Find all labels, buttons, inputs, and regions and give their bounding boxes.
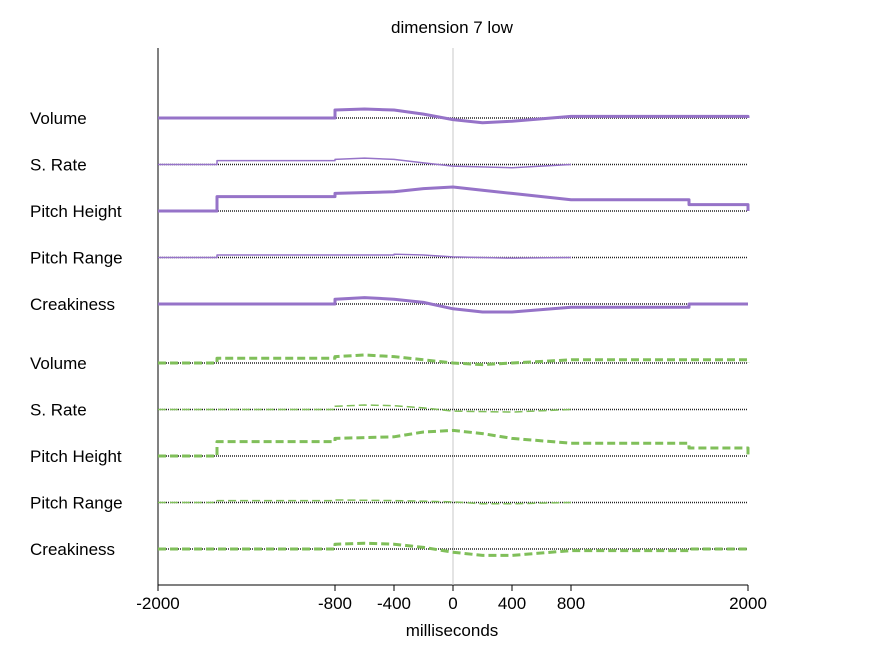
row-1-4: Creakiness [30,540,748,559]
series-line [158,428,750,458]
series-label: Pitch Range [30,249,123,268]
x-tick-label-0: -2000 [136,594,179,613]
series-label: Creakiness [30,540,115,559]
series-rows: Volume S. Rate Pitch Height Pitch Range Crea… [30,107,750,559]
x-tick-label-2: -400 [377,594,411,613]
x-axis-label: milliseconds [406,621,499,640]
series-line [158,253,572,259]
series-line [158,499,572,505]
x-ticks: -2000 -800 -400 0 400 800 2000 [136,585,767,613]
row-0-2: Pitch Height [30,185,750,221]
row-1-3: Pitch Range [30,494,748,513]
series-label: Volume [30,109,87,128]
x-tick-label-6: 2000 [729,594,767,613]
series-label: S. Rate [30,401,87,420]
row-0-0: Volume [30,107,750,128]
series-label: Volume [30,354,87,373]
series-line [158,404,572,413]
row-0-3: Pitch Range [30,249,748,268]
series-line [158,353,750,367]
x-tick-label-1: -800 [318,594,352,613]
series-label: Pitch Range [30,494,123,513]
series-line [158,157,572,169]
row-0-1: S. Rate [30,156,748,175]
series-line [158,185,750,213]
row-1-2: Pitch Height [30,428,750,466]
row-1-1: S. Rate [30,401,748,420]
x-tick-label-3: 0 [448,594,457,613]
row-1-0: Volume [30,353,750,373]
row-0-4: Creakiness [30,295,748,314]
x-tick-label-4: 400 [498,594,526,613]
series-line [158,541,748,557]
series-label: Creakiness [30,295,115,314]
chart-title: dimension 7 low [391,18,514,37]
series-label: Pitch Height [30,202,122,221]
series-label: Pitch Height [30,447,122,466]
series-line [158,107,750,125]
series-label: S. Rate [30,156,87,175]
series-line [158,296,748,314]
x-tick-label-5: 800 [557,594,585,613]
